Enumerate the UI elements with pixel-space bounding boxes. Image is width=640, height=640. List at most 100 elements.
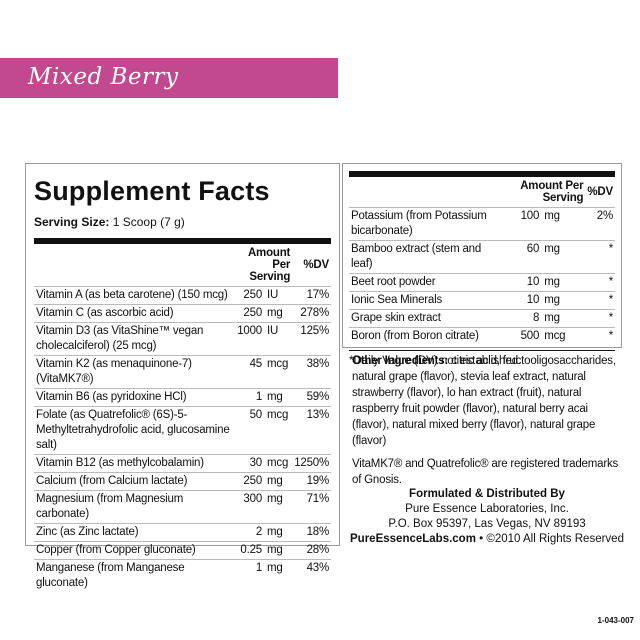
trademark: VitaMK7® and Quatrefolic® are registered… [352,458,619,486]
nutrient-name: Grape skin extract [349,309,503,328]
daily-value: 1250% [292,454,331,473]
serving-label: Serving Size: [34,215,110,229]
unit: mg [264,304,293,323]
nutrient-row: Manganese (from Manganese gluconate) 1 mg 4… [34,559,331,592]
nutrient-name: Calcium (from Calcium lactate) [34,472,233,491]
daily-value: 125% [292,322,331,356]
daily-value: 2% [585,207,615,241]
nutrient-row: Copper (from Copper gluconate) 0.25 mg 28% [34,541,331,560]
unit: IU [264,286,293,305]
nutrient-name: Vitamin A (as beta carotene) (150 mcg) [34,286,233,305]
nutrient-row: Grape skin extract 8 mg * [349,309,615,328]
nutrient-name: Beet root powder [349,273,503,292]
supplement-facts-panel: Supplement Facts Serving Size: 1 Scoop (… [25,163,340,592]
nutrient-name: Vitamin D3 (as VitaShine™ vegan cholecal… [34,322,233,356]
unit: mg [541,309,586,328]
amount: 2 [233,523,265,542]
daily-value: 19% [292,472,331,491]
dv-header: %DV [303,259,329,271]
amount: 1 [233,388,265,407]
nutrient-name: Manganese (from Manganese gluconate) [34,559,233,592]
unit: mg [264,490,293,524]
amount: 100 [503,207,542,241]
amount: 1 [233,559,265,592]
unit: mg [541,207,586,241]
unit: mcg [264,355,293,389]
nutrient-row: Zinc (as Zinc lactate) 2 mg 18% [34,523,331,542]
facts-table: Amount Per Serving %DV Potassium (from Pot… [349,171,615,345]
unit: mg [264,541,293,560]
nutrient-name: Boron (from Boron citrate) [349,327,503,345]
distributor: Formulated & Distributed By Pure Essence… [342,487,632,547]
unit: mcg [264,406,293,455]
unit: mg [264,523,293,542]
banner: Mixed Berry [0,58,338,98]
amount: 10 [503,291,542,310]
nutrient-row: Folate (as Quatrefolic® (6S)-5-Methyltet… [34,406,331,455]
facts-table: Amount Per Serving %DV Vitamin A (as beta … [34,238,331,592]
amount-header: Amount Per Serving [247,247,291,283]
nutrient-row: Potassium (from Potassium bicarbonate) 10… [349,207,615,241]
daily-value: 278% [292,304,331,323]
heading: Formulated & Distributed By [409,488,565,500]
nutrient-name: Bamboo extract (stem and leaf) [349,240,503,274]
unit: mg [541,240,586,274]
table-header: Amount Per Serving %DV [34,241,331,287]
daily-value: 38% [292,355,331,389]
nutrient-name: Ionic Sea Minerals [349,291,503,310]
unit: mg [541,291,586,310]
nutrient-name: Magnesium (from Magnesium carbonate) [34,490,233,524]
nutrient-row: Ionic Sea Minerals 10 mg * [349,291,615,310]
nutrient-name: Vitamin K2 (as menaquinone-7) (VitaMK7®) [34,355,233,389]
amount: 45 [233,355,265,389]
panel-title: Supplement Facts [34,176,270,206]
header-row: Amount Per Serving %DV [34,241,331,287]
unit: IU [264,322,293,356]
table-body: Potassium (from Potassium bicarbonate) 10… [349,207,615,345]
daily-value: * [585,309,615,328]
amount-header: Amount Per Serving [520,180,584,204]
nutrient-row: Beet root powder 10 mg * [349,273,615,292]
amount: 8 [503,309,542,328]
website: PureEssenceLabs.com [350,533,476,545]
daily-value: 13% [292,406,331,455]
company: Pure Essence Laboratories, Inc. [405,503,569,515]
nutrient-row: Vitamin C (as ascorbic acid) 250 mg 278% [34,304,331,323]
nutrient-name: Vitamin B12 (as methylcobalamin) [34,454,233,473]
address: P.O. Box 95397, Las Vegas, NV 89193 [388,518,586,530]
unit: mg [264,559,293,592]
spacer [349,174,503,208]
daily-value: 71% [292,490,331,524]
nutrient-row: Vitamin A (as beta carotene) (150 mcg) 25… [34,286,331,305]
nutrient-row: Vitamin B6 (as pyridoxine HCl) 1 mg 59% [34,388,331,407]
amount: 250 [233,304,265,323]
daily-value: 28% [292,541,331,560]
nutrient-row: Magnesium (from Magnesium carbonate) 300 m… [34,490,331,524]
daily-value: 59% [292,388,331,407]
nutrient-name: Folate (as Quatrefolic® (6S)-5-Methyltet… [34,406,233,455]
daily-value: * [585,273,615,292]
amount: 30 [233,454,265,473]
nutrient-row: Calcium (from Calcium lactate) 250 mg 19% [34,472,331,491]
amount: 1000 [233,322,265,356]
unit: mcg [541,327,586,345]
nutrient-row: Vitamin D3 (as VitaShine™ vegan cholecal… [34,322,331,356]
nutrient-row: Bamboo extract (stem and leaf) 60 mg * [349,240,615,274]
footnote: *Daily Value (DV) not established. [349,350,615,367]
nutrient-name: Zinc (as Zinc lactate) [34,523,233,542]
amount: 300 [233,490,265,524]
nutrient-name: Copper (from Copper gluconate) [34,541,233,560]
nutrient-name: Potassium (from Potassium bicarbonate) [349,207,503,241]
table-header: Amount Per Serving %DV [349,174,615,208]
dv-header: %DV [587,186,613,198]
spacer [34,241,233,287]
header-row: Amount Per Serving %DV [349,174,615,208]
nutrient-name: Vitamin B6 (as pyridoxine HCl) [34,388,233,407]
product-code: 1-043-007 [597,616,634,625]
unit: mg [264,388,293,407]
amount: 250 [233,472,265,491]
ingredients: citric acid, fructooligosaccharides, nat… [352,355,616,447]
amount: 500 [503,327,542,345]
amount: 0.25 [233,541,265,560]
